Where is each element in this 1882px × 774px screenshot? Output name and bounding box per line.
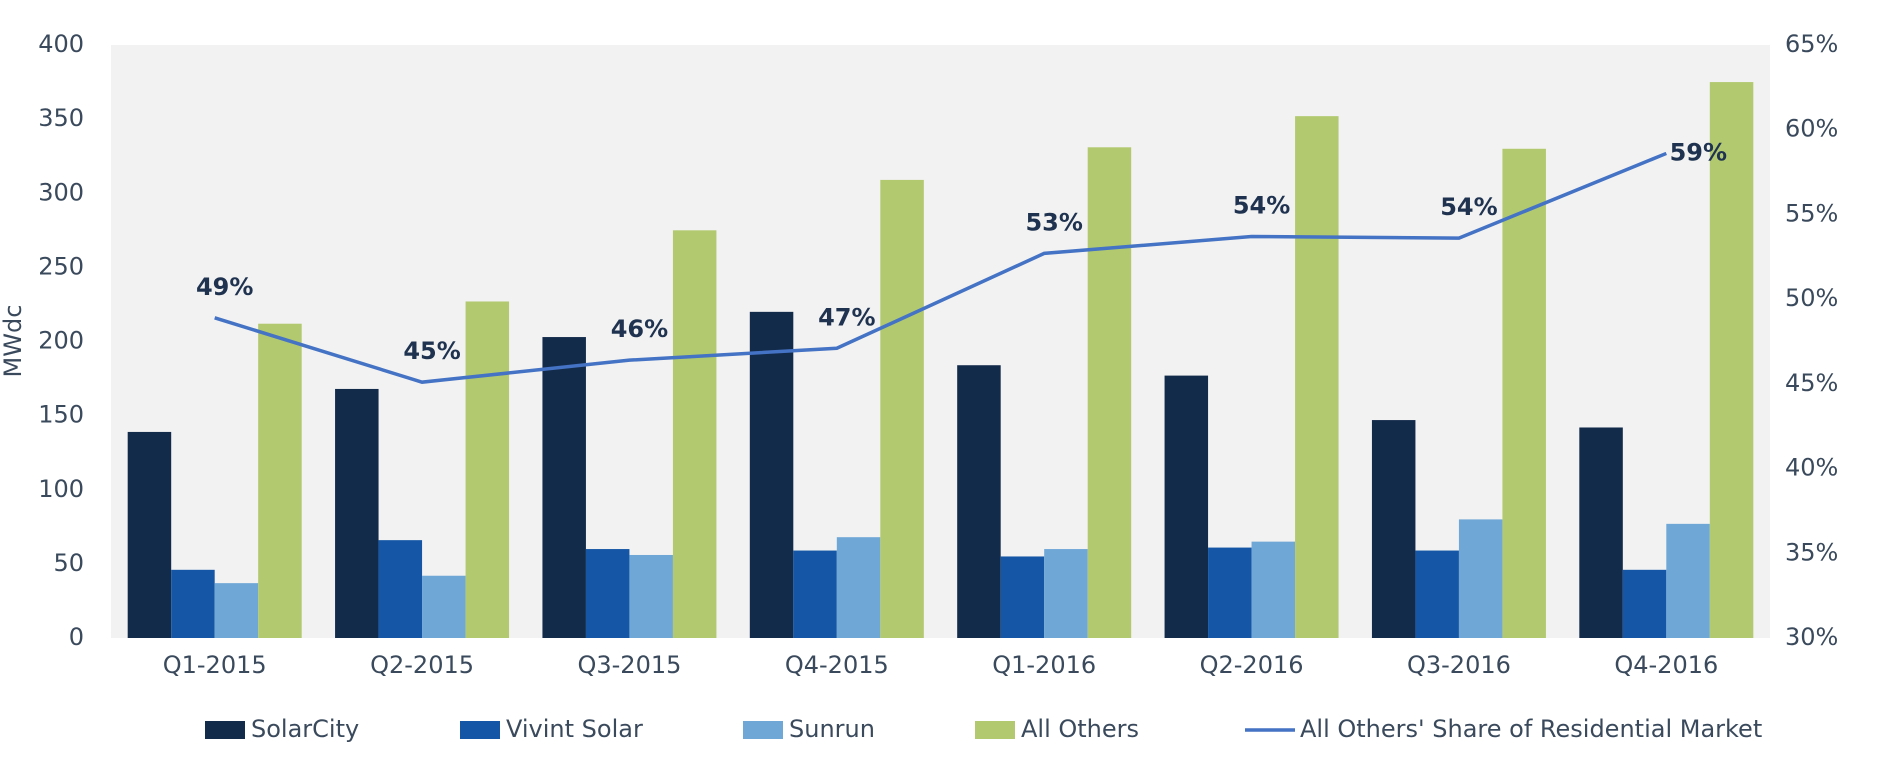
bar: [1458, 519, 1503, 638]
bar: [1709, 82, 1754, 638]
line: [214, 151, 1667, 384]
y-tick-label: 350: [38, 104, 84, 132]
y2-tick-label: 30%: [1785, 623, 1838, 651]
x-tick-label: Q3-2016: [1407, 651, 1511, 679]
y2-tick-label: 35%: [1785, 538, 1838, 566]
bar: [1371, 420, 1416, 638]
legend-label: Sunrun: [789, 715, 875, 743]
bar: [1579, 427, 1623, 638]
bar: [1666, 523, 1710, 638]
bar: [1164, 375, 1209, 638]
y2-tick-label: 40%: [1785, 454, 1838, 482]
data-label: 53%: [1025, 208, 1082, 236]
bar: [127, 431, 172, 638]
bar: [335, 388, 379, 638]
x-tick-label: Q4-2016: [1614, 651, 1718, 679]
y-axis-label: MWdc: [0, 305, 27, 378]
bar: [1622, 569, 1667, 638]
y-tick-label: 0: [69, 623, 84, 651]
bar: [422, 575, 466, 638]
bar: [258, 323, 302, 638]
legend-swatch: [205, 721, 245, 739]
bar: [171, 569, 215, 638]
y-tick-label: 200: [38, 327, 84, 355]
bar: [793, 550, 837, 638]
bar: [672, 230, 717, 638]
legend-swatch: [460, 721, 500, 739]
y2-tick-label: 50%: [1785, 284, 1838, 312]
bar: [542, 337, 586, 638]
bar: [378, 540, 423, 638]
y2-tick-label: 45%: [1785, 369, 1838, 397]
data-label: 54%: [1233, 191, 1290, 219]
legend-label: All Others: [1021, 715, 1139, 743]
legend-label: Vivint Solar: [506, 715, 643, 743]
data-label: 45%: [403, 337, 460, 365]
legend-swatch: [743, 721, 783, 739]
bar: [1000, 556, 1045, 638]
y-tick-label: 400: [38, 30, 84, 58]
x-tick-label: Q1-2016: [992, 651, 1096, 679]
bar: [1295, 116, 1339, 638]
bar: [465, 301, 510, 638]
bar: [1251, 541, 1296, 638]
bar: [1044, 549, 1088, 638]
y2-tick-label: 60%: [1785, 115, 1838, 143]
y-tick-label: 250: [38, 252, 84, 280]
y-tick-label: 100: [38, 475, 84, 503]
y-tick-label: 300: [38, 178, 84, 206]
data-label: 47%: [818, 303, 875, 331]
x-tick-label: Q3-2015: [577, 651, 681, 679]
bar: [836, 537, 881, 638]
x-tick-label: Q2-2016: [1200, 651, 1304, 679]
bar: [1208, 547, 1252, 638]
legend-label: SolarCity: [251, 715, 359, 743]
data-label: 59%: [1670, 138, 1727, 166]
y2-tick-label: 65%: [1785, 30, 1838, 58]
bar: [880, 179, 924, 638]
bar: [1502, 148, 1546, 638]
bar: [749, 311, 794, 638]
bar: [585, 549, 630, 638]
y-tick-label: 50: [53, 549, 84, 577]
y2-tick-label: 55%: [1785, 199, 1838, 227]
bar: [1087, 147, 1132, 639]
x-tick-label: Q2-2015: [370, 651, 474, 679]
bar: [214, 583, 259, 638]
data-label: 46%: [611, 315, 668, 343]
y-tick-label: 150: [38, 401, 84, 429]
x-tick-label: Q1-2015: [163, 651, 267, 679]
bar: [957, 365, 1001, 638]
bar: [629, 554, 673, 638]
x-tick-label: Q4-2015: [785, 651, 889, 679]
data-label: 49%: [196, 273, 253, 301]
legend-label: All Others' Share of Residential Market: [1300, 715, 1762, 743]
bar: [1415, 550, 1459, 638]
legend-swatch: [975, 721, 1015, 739]
data-label: 54%: [1440, 193, 1497, 221]
